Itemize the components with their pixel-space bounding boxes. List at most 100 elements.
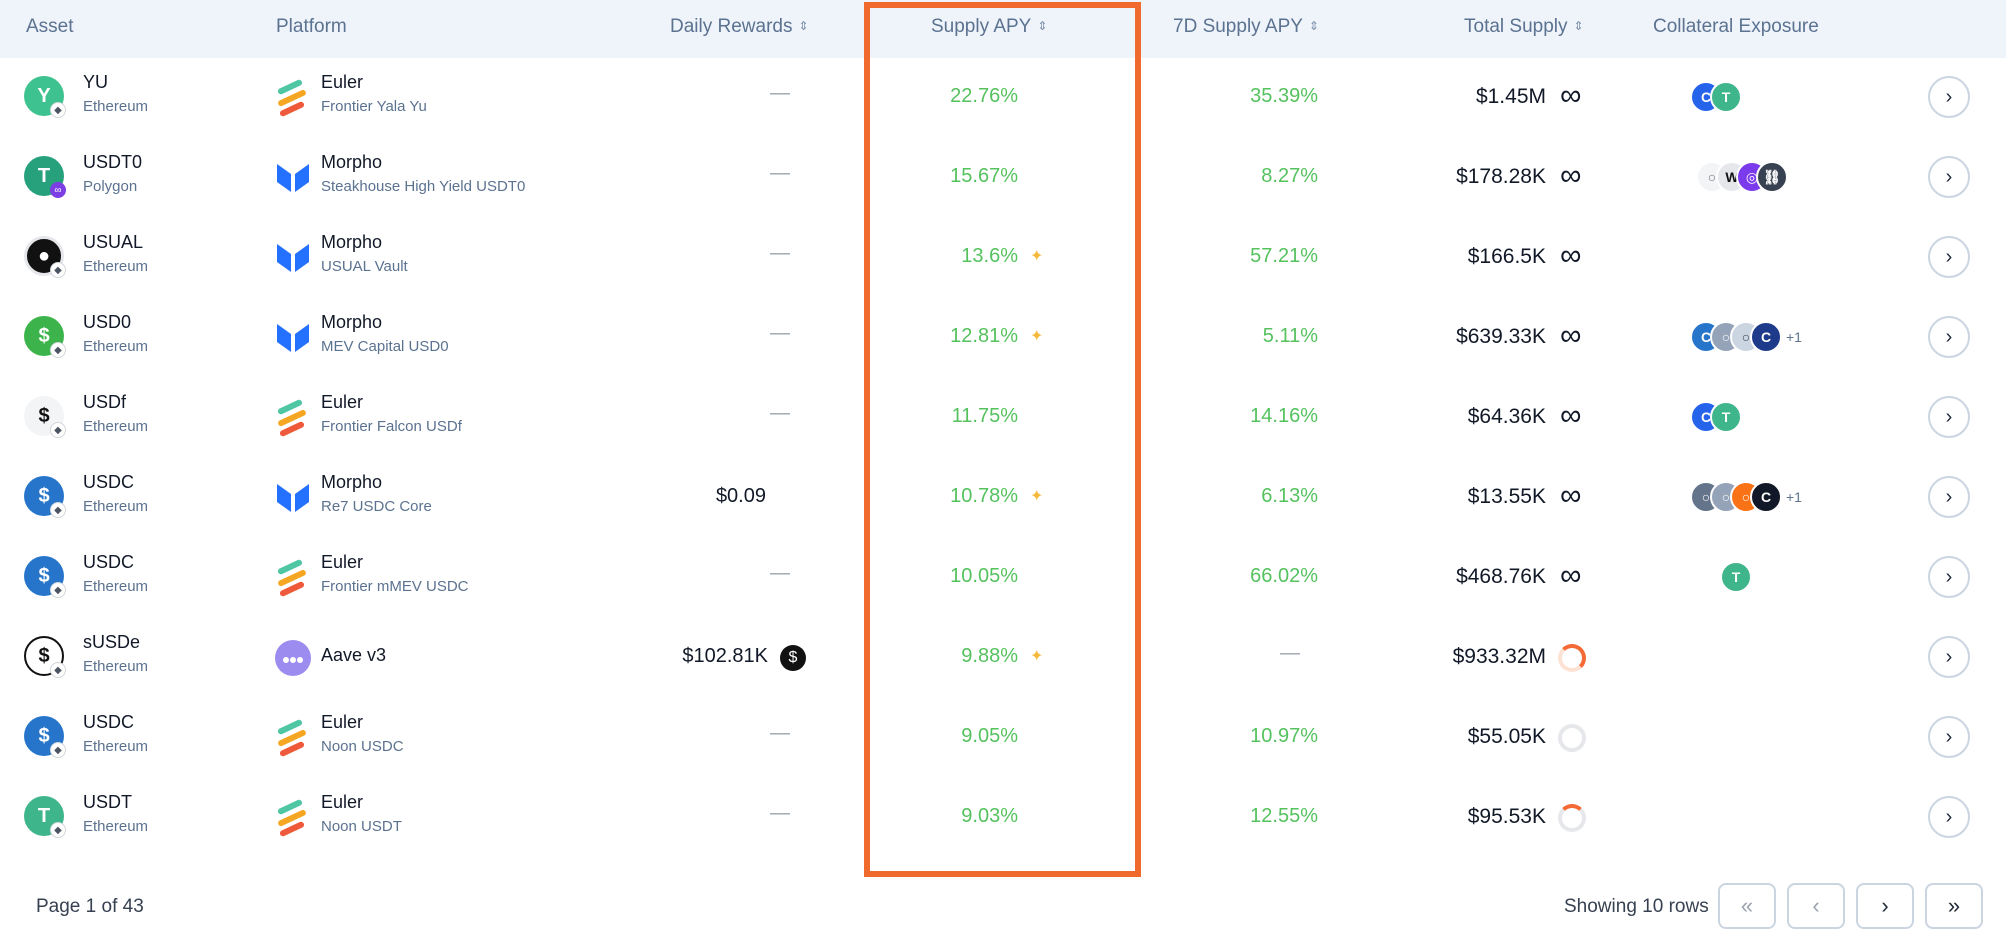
platform-vault: Re7 USDC Core [321,498,432,515]
sort-icon: ⇕ [1573,19,1584,33]
rows-shown-label: Showing 10 rows [1564,896,1709,917]
supply-apy: 15.67% [950,165,1018,187]
infinity-icon: ∞ [1560,239,1582,272]
euler-icon [277,559,306,597]
total-supply: $166.5K [1467,245,1546,268]
double-chevron-right-icon: » [1947,893,1961,918]
platform-name: Euler [321,792,364,812]
chevron-right-icon: › [1945,325,1953,348]
row-details-button[interactable]: › [1928,476,1970,518]
more-collateral-count: +1 [1786,329,1802,345]
supply-apy: 10.05% [950,565,1018,587]
first-page-button[interactable]: « [1718,883,1776,929]
table-row[interactable]: $ ◆ USD0 Ethereum Morpho MEV Capital USD… [0,298,2006,378]
asset-name: USDC [83,472,135,492]
supply-apy: 9.03% [961,805,1018,827]
row-details-button[interactable]: › [1928,636,1970,678]
col-header-daily-rewards[interactable]: Daily Rewards ⇕ [670,16,809,37]
infinity-icon: ∞ [1560,479,1582,512]
ethereum-icon: ◆ [50,662,66,678]
asset-name: sUSDe [83,632,141,652]
aave-icon [275,640,311,676]
chevron-right-icon: › [1945,405,1953,428]
total-supply: $639.33K [1456,325,1546,348]
table-row[interactable]: T ∞ USDT0 Polygon Morpho Steakhouse High… [0,138,2006,218]
chevron-right-icon: › [1945,245,1953,268]
collateral-exposure[interactable]: ○ ○ ○ C +1 [1690,480,1802,514]
table-row[interactable]: $ ◆ sUSDe Ethereum Aave v3 $102.81K $ 9.… [0,618,2006,698]
row-details-button[interactable]: › [1928,556,1970,598]
asset-name: USDC [83,552,135,572]
col-header-supply-apy[interactable]: Supply APY ⇕ [931,16,1048,37]
row-details-button[interactable]: › [1928,156,1970,198]
platform-vault: Frontier Falcon USDf [321,418,462,435]
supply-apy: 12.81% [950,325,1018,347]
daily-rewards: — [770,722,790,744]
collateral-exposure[interactable]: C ○ ○ C +1 [1690,320,1802,354]
col-header-7d-supply-apy[interactable]: 7D Supply APY ⇕ [1173,16,1319,37]
row-details-button[interactable]: › [1928,236,1970,278]
supply-cap-ring-icon [1558,724,1586,752]
row-details-button[interactable]: › [1928,396,1970,438]
supply-apy: 11.75% [951,405,1018,427]
ethereum-icon: ◆ [50,502,66,518]
row-details-button[interactable]: › [1928,316,1970,358]
total-supply: $1.45M [1475,85,1546,108]
sparkle-icon: ✦ [1030,248,1044,265]
table-header: Asset Platform Daily Rewards ⇕ Supply APY… [0,0,2006,58]
table-row[interactable]: $ ◆ USDC Ethereum Morpho Re7 USDC Core $… [0,458,2006,538]
sort-icon: ⇕ [798,19,809,33]
supply-apy-7d: 12.55% [1250,805,1318,827]
table-row[interactable]: $ ◆ USDC Ethereum Euler Frontier mMEV US… [0,538,2006,618]
last-page-button[interactable]: » [1925,883,1983,929]
asset-chain: Ethereum [83,98,149,115]
more-collateral-count: +1 [1786,489,1802,505]
yu-token-icon: Y [24,76,64,116]
table-row[interactable]: ● ◆ USUAL Ethereum Morpho USUAL Vault — … [0,218,2006,298]
collateral-token-icon: C [1750,481,1782,513]
asset-name: USDC [83,712,135,732]
daily-rewards: — [770,802,790,824]
table-row[interactable]: $ ◆ USDf Ethereum Euler Frontier Falcon … [0,378,2006,458]
asset-chain: Polygon [83,178,138,195]
previous-page-button[interactable]: ‹ [1787,883,1845,929]
tether-icon: T [1710,401,1742,433]
collateral-exposure[interactable]: ○ W ◎ ⛓ [1696,160,1788,194]
asset-name: USD0 [83,312,132,332]
infinity-icon: ∞ [1560,159,1582,192]
chevron-left-icon: ‹ [1812,893,1820,918]
collateral-exposure[interactable]: C T [1690,80,1742,114]
asset-chain: Ethereum [83,738,149,755]
asset-chain: Ethereum [83,418,149,435]
euler-icon [277,799,306,837]
col-header-platform: Platform [276,16,347,37]
col-header-total-supply[interactable]: Total Supply ⇕ [1464,16,1584,37]
row-details-button[interactable]: › [1928,796,1970,838]
table-row[interactable]: Y ◆ YU Ethereum Euler Frontier Yala Yu —… [0,58,2006,138]
ethereum-icon: ◆ [50,742,66,758]
supply-cap-ring-icon [1558,804,1586,832]
collateral-exposure[interactable]: T [1720,560,1752,594]
platform-vault: Frontier mMEV USDC [321,578,469,595]
total-supply: $55.05K [1467,725,1546,748]
platform-vault: Steakhouse High Yield USDT0 [321,178,526,195]
platform-name: Euler [321,552,364,572]
asset-name: USUAL [83,232,144,252]
row-details-button[interactable]: › [1928,76,1970,118]
collateral-exposure[interactable]: C T [1690,400,1742,434]
platform-name: Euler [321,392,364,412]
supply-apy-7d: — [1280,642,1300,664]
daily-rewards: — [770,562,790,584]
page-indicator: Page 1 of 43 [36,896,144,917]
table-row[interactable]: T ◆ USDT Ethereum Euler Noon USDT — 9.03… [0,778,2006,858]
platform-name: Euler [321,712,364,732]
next-page-button[interactable]: › [1856,883,1914,929]
col-header-collateral-exposure: Collateral Exposure [1653,16,1819,37]
table-row[interactable]: $ ◆ USDC Ethereum Euler Noon USDC — 9.05… [0,698,2006,778]
morpho-icon [277,164,309,192]
asset-chain: Ethereum [83,258,149,275]
row-details-button[interactable]: › [1928,716,1970,758]
euler-icon [277,79,306,117]
asset-chain: Ethereum [83,818,149,835]
platform-name: Morpho [321,472,383,492]
